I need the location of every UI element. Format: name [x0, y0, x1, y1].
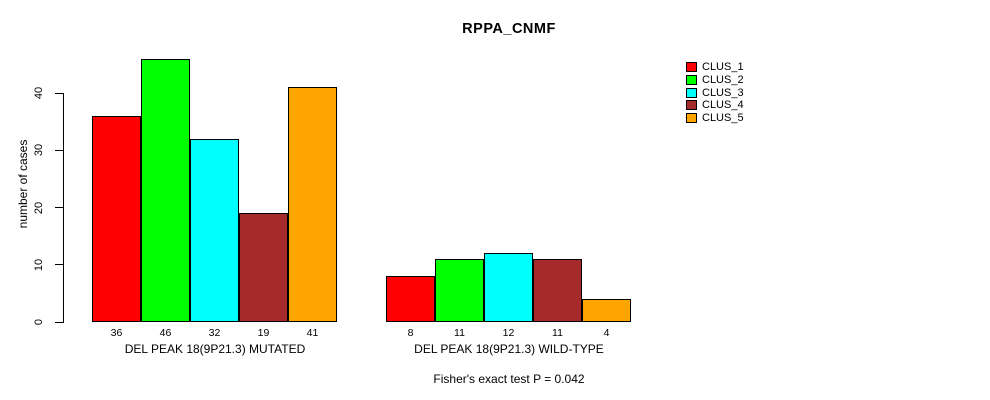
bar-value-label: 19: [257, 327, 270, 339]
legend-label: CLUS_5: [702, 112, 744, 124]
legend-item-clus_4: CLUS_4: [686, 99, 744, 111]
y-axis-tick: [55, 321, 63, 323]
legend-swatch-icon: [686, 74, 697, 85]
group-label-mutated: DEL PEAK 18(9P21.3) MUTATED: [124, 342, 306, 356]
bar-clus_1-group1: [92, 115, 141, 322]
bar-clus_2-group2: [435, 259, 484, 322]
bar-value-label: 12: [502, 327, 515, 339]
bar-value-label: 11: [454, 327, 465, 339]
bar-value-label: 8: [407, 327, 414, 339]
legend-swatch-icon: [686, 87, 697, 98]
y-axis-tick-label: 10: [33, 258, 45, 271]
legend-swatch-icon: [686, 62, 697, 72]
y-axis-tick: [55, 264, 63, 266]
bar-clus_4-group1: [239, 213, 288, 322]
y-axis-tick-label: 30: [33, 144, 45, 157]
bar-value-label: 4: [603, 327, 610, 339]
y-axis-tick: [55, 207, 63, 208]
bar-clus_1-group2: [386, 276, 435, 322]
bar-value-label: 36: [110, 327, 123, 339]
y-axis-line: [63, 93, 64, 323]
legend-item-clus_2: CLUS_2: [686, 74, 744, 86]
bar-value-label: 41: [306, 327, 319, 339]
legend-item-clus_3: CLUS_3: [686, 87, 744, 99]
legend-swatch-icon: [686, 100, 697, 111]
legend-label: CLUS_4: [702, 99, 744, 112]
legend-label: CLUS_3: [702, 86, 744, 99]
bar-clus_3-group2: [484, 253, 533, 322]
y-axis-tick: [55, 92, 63, 94]
y-axis-label: number of cases: [16, 139, 30, 229]
bar-value-label: 11: [552, 327, 563, 339]
group-label-wild-type: DEL PEAK 18(9P21.3) WILD-TYPE: [414, 342, 604, 356]
legend-swatch-icon: [686, 113, 697, 123]
y-axis-tick: [55, 149, 63, 151]
bar-clus_5-group1: [288, 87, 337, 322]
bar-clus_4-group2: [533, 259, 582, 322]
chart-title: RPPA_CNMF: [462, 21, 556, 37]
bar-clus_5-group2: [582, 299, 631, 322]
legend-item-clus_1: CLUS_1: [686, 61, 744, 73]
legend-label: CLUS_1: [702, 61, 744, 73]
y-axis-tick-label: 40: [33, 86, 45, 100]
y-axis-tick-label: 20: [33, 201, 45, 214]
bar-value-label: 46: [159, 327, 172, 339]
legend-item-clus_5: CLUS_5: [686, 112, 744, 124]
legend-label: CLUS_2: [702, 73, 744, 86]
bar-clus_2-group1: [141, 58, 190, 322]
stat-annotation: Fisher's exact test P = 0.042: [433, 372, 585, 386]
y-axis-tick-label: 0: [33, 318, 45, 326]
bar-value-label: 32: [208, 327, 221, 339]
bar-clus_3-group1: [190, 138, 239, 322]
